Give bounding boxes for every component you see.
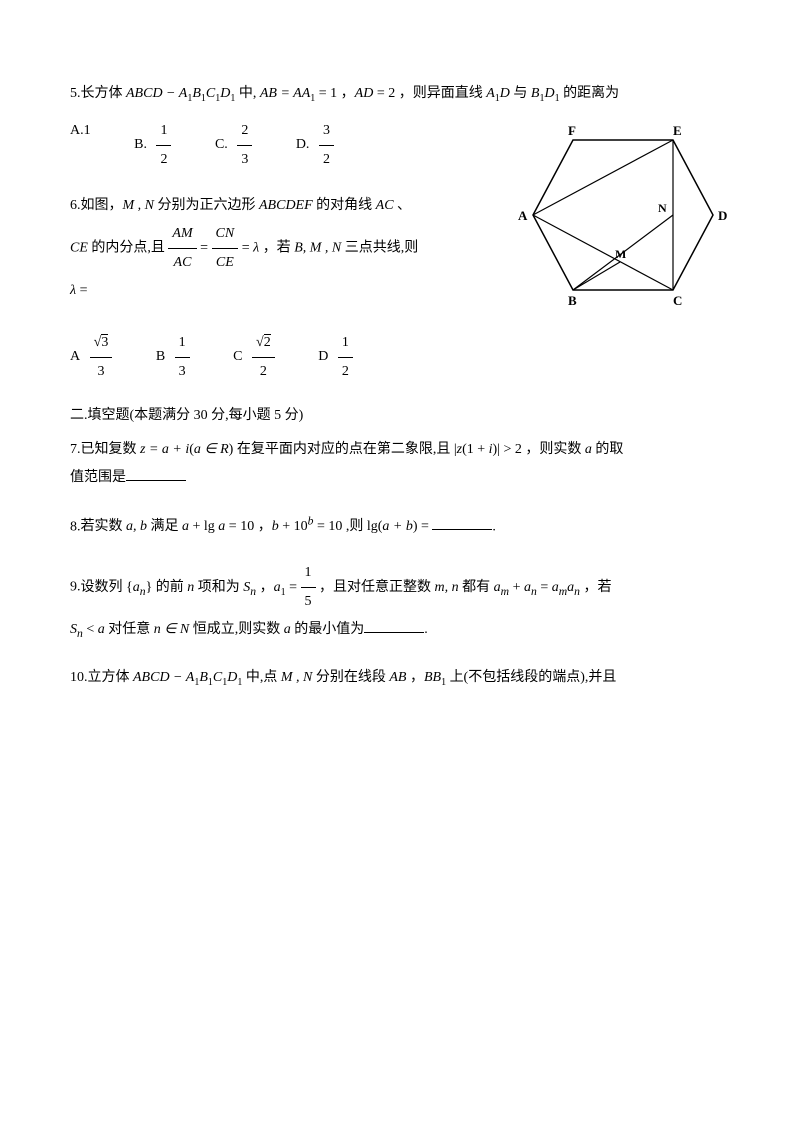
q5-number: 5. (70, 86, 81, 101)
hexagon-svg: F E D C B A M N (513, 120, 733, 320)
label-e: E (673, 123, 682, 138)
question-8: 8.若实数 a, b 满足 a + lg a = 10 ，b + 10b = 1… (70, 510, 723, 542)
line-bm (573, 262, 620, 290)
line-ae (533, 140, 673, 215)
q6-option-a: A √33 (70, 329, 112, 386)
q6-option-d: D 12 (318, 329, 353, 386)
q6-line1: 如图，M , N 分别为正六边形 ABCDEF 的对角线 AC 、 (81, 198, 412, 213)
q10-number: 10. (70, 670, 88, 685)
q5-option-b: B. 12 (134, 117, 171, 174)
q9-text: 设数列 {an} 的前 n 项和为 Sn ，a1 = 15 ，且对任意正整数 m… (81, 580, 612, 595)
q9-line2: Sn < a 对任意 n ∈ N 恒成立,则实数 a 的最小值为. (70, 616, 723, 645)
q5-option-d: D. 32 (296, 117, 334, 174)
q7-text: 已知复数 z = a + i(a ∈ R) 在复平面内对应的点在第二象限,且 |… (81, 442, 624, 457)
label-c: C (673, 293, 682, 308)
hexagon-figure: F E D C B A M N (513, 120, 733, 320)
q7-blank (126, 466, 186, 481)
q8-blank (432, 515, 492, 530)
question-9: 9.设数列 {an} 的前 n 项和为 Sn ，a1 = 15 ，且对任意正整数… (70, 559, 723, 645)
q5-option-a: A.1 (70, 117, 91, 145)
q9-number: 9. (70, 580, 81, 595)
q5-option-c: C. 23 (215, 117, 252, 174)
question-7: 7.已知复数 z = a + i(a ∈ R) 在复平面内对应的点在第二象限,且… (70, 436, 723, 492)
label-a: A (518, 208, 528, 223)
section-2-title: 二.填空题(本题满分 30 分,每小题 5 分) (70, 404, 723, 424)
label-d: D (718, 208, 727, 223)
q10-text: 立方体 ABCD − A1B1C1D1 中,点 M , N 分别在线段 AB ，… (88, 670, 617, 685)
q6-option-c: C √22 (233, 329, 275, 386)
q8-text: 若实数 a, b 满足 a + lg a = 10 ，b + 10b = 10 … (81, 519, 433, 534)
q8-number: 8. (70, 519, 81, 534)
q5-text: 长方体 ABCD − A1B1C1D1 中, AB = AA1 = 1 ，AD … (81, 86, 620, 101)
question-6: 6.如图，M , N 分别为正六边形 ABCDEF 的对角线 AC 、 CE 的… (70, 192, 470, 386)
q6-line3: λ = (70, 277, 470, 305)
q6-number: 6. (70, 198, 81, 213)
q7-line2: 值范围是 (70, 464, 723, 492)
q9-blank (364, 618, 424, 633)
question-10: 10.立方体 ABCD − A1B1C1D1 中,点 M , N 分别在线段 A… (70, 664, 723, 693)
label-f: F (568, 123, 576, 138)
hexagon-outline (533, 140, 713, 290)
label-b: B (568, 293, 577, 308)
q7-number: 7. (70, 442, 81, 457)
q6-line2: CE 的内分点,且 AMAC = CNCE = λ ，若 B, M , N 三点… (70, 220, 470, 277)
line-ac (533, 215, 673, 290)
label-m: M (615, 247, 626, 261)
label-n: N (658, 201, 667, 215)
q6-option-b: B 13 (156, 329, 190, 386)
q6-options: A √33 B 13 C √22 D 12 (70, 329, 470, 386)
